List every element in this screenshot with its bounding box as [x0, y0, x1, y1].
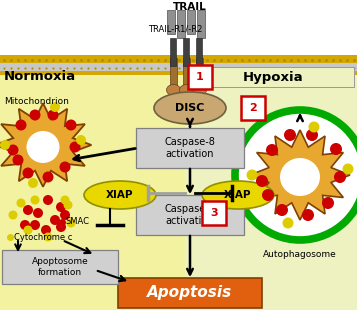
- Bar: [177, 10, 185, 38]
- Text: Hypoxia: Hypoxia: [243, 70, 303, 83]
- FancyBboxPatch shape: [241, 96, 265, 120]
- Text: Apoptosome
formation: Apoptosome formation: [32, 257, 89, 277]
- Circle shape: [20, 220, 30, 230]
- Ellipse shape: [84, 181, 156, 209]
- Circle shape: [262, 189, 274, 201]
- Bar: [167, 10, 175, 34]
- Bar: [0, 65, 357, 310]
- Circle shape: [76, 135, 86, 145]
- Circle shape: [12, 154, 24, 166]
- Ellipse shape: [154, 92, 226, 124]
- Circle shape: [28, 178, 38, 188]
- Ellipse shape: [166, 85, 181, 95]
- Circle shape: [56, 222, 66, 232]
- FancyBboxPatch shape: [192, 67, 354, 87]
- Circle shape: [308, 122, 320, 132]
- Text: 3: 3: [210, 208, 218, 218]
- Bar: [196, 58, 203, 90]
- Circle shape: [7, 144, 19, 156]
- Circle shape: [246, 170, 257, 180]
- Ellipse shape: [202, 181, 274, 209]
- Circle shape: [330, 143, 342, 155]
- Circle shape: [322, 197, 334, 209]
- Text: Mitochondrion: Mitochondrion: [4, 97, 69, 106]
- Text: 2: 2: [249, 103, 257, 113]
- Bar: [170, 38, 176, 66]
- Circle shape: [50, 102, 60, 112]
- Bar: [197, 10, 205, 38]
- Bar: [0, 55, 357, 69]
- Circle shape: [266, 144, 278, 156]
- Circle shape: [235, 110, 357, 240]
- Circle shape: [24, 225, 32, 234]
- Polygon shape: [0, 103, 91, 187]
- Circle shape: [15, 119, 26, 131]
- Polygon shape: [250, 130, 350, 220]
- Ellipse shape: [26, 131, 60, 163]
- Bar: [0, 63, 357, 71]
- Circle shape: [70, 141, 80, 153]
- Circle shape: [66, 219, 75, 228]
- Text: Caspase-8
activation: Caspase-8 activation: [165, 137, 215, 159]
- Bar: [183, 58, 190, 90]
- Text: DISC: DISC: [175, 103, 205, 113]
- Circle shape: [30, 220, 40, 230]
- FancyBboxPatch shape: [2, 250, 118, 284]
- FancyBboxPatch shape: [118, 278, 262, 308]
- Ellipse shape: [180, 85, 193, 95]
- Circle shape: [33, 208, 43, 218]
- Circle shape: [30, 196, 40, 205]
- Circle shape: [9, 210, 17, 219]
- Text: SMAC: SMAC: [66, 218, 90, 227]
- Circle shape: [306, 129, 318, 141]
- Circle shape: [282, 218, 293, 228]
- Bar: [0, 0, 357, 65]
- Bar: [0, 67, 357, 75]
- Circle shape: [44, 232, 52, 241]
- Circle shape: [302, 209, 314, 221]
- Text: XIAP: XIAP: [224, 190, 252, 200]
- Circle shape: [0, 140, 10, 150]
- Bar: [187, 10, 195, 34]
- Circle shape: [22, 167, 34, 179]
- FancyBboxPatch shape: [188, 65, 212, 89]
- Bar: [185, 65, 357, 310]
- Circle shape: [256, 175, 268, 187]
- Circle shape: [276, 204, 288, 216]
- FancyBboxPatch shape: [136, 128, 244, 168]
- Circle shape: [41, 225, 51, 235]
- Ellipse shape: [192, 85, 206, 95]
- Bar: [183, 38, 189, 66]
- Circle shape: [60, 162, 70, 172]
- Circle shape: [56, 202, 66, 212]
- Text: 1: 1: [196, 72, 204, 82]
- Circle shape: [23, 205, 33, 215]
- Circle shape: [47, 109, 59, 121]
- Circle shape: [284, 129, 296, 141]
- Circle shape: [42, 171, 54, 183]
- Circle shape: [60, 210, 70, 220]
- Text: TRAIL: TRAIL: [173, 2, 207, 12]
- FancyBboxPatch shape: [202, 201, 226, 225]
- Text: Autophagosome: Autophagosome: [263, 250, 337, 259]
- Circle shape: [65, 119, 76, 131]
- Circle shape: [60, 196, 70, 205]
- Bar: [196, 38, 202, 66]
- Text: Normoxia: Normoxia: [4, 70, 76, 83]
- Text: Caspase-3
activation: Caspase-3 activation: [165, 204, 215, 226]
- Circle shape: [64, 201, 72, 210]
- Circle shape: [43, 195, 53, 205]
- Text: Cytochrome c: Cytochrome c: [14, 232, 72, 241]
- Circle shape: [30, 109, 40, 121]
- Bar: [170, 58, 177, 90]
- Circle shape: [16, 198, 25, 207]
- Text: Apoptosis: Apoptosis: [147, 286, 233, 300]
- Text: XIAP: XIAP: [106, 190, 134, 200]
- Circle shape: [334, 171, 346, 183]
- FancyBboxPatch shape: [136, 195, 244, 235]
- Ellipse shape: [280, 158, 320, 196]
- Circle shape: [342, 163, 353, 175]
- Circle shape: [50, 215, 60, 225]
- Text: TRAIL-R1/-R2: TRAIL-R1/-R2: [148, 25, 202, 34]
